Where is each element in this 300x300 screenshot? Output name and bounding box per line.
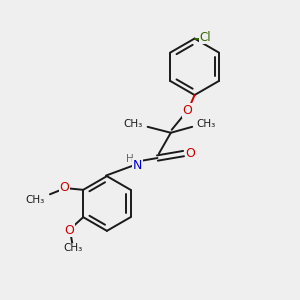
Text: CH₃: CH₃ — [63, 243, 82, 254]
Text: O: O — [182, 104, 192, 117]
Text: Cl: Cl — [199, 31, 211, 44]
Text: O: O — [59, 181, 69, 194]
Text: CH₃: CH₃ — [123, 119, 142, 129]
Text: O: O — [185, 147, 195, 160]
Text: CH₃: CH₃ — [26, 195, 45, 205]
Text: N: N — [133, 159, 142, 172]
Text: O: O — [64, 224, 74, 237]
Text: H: H — [126, 154, 134, 164]
Text: CH₃: CH₃ — [197, 119, 216, 129]
